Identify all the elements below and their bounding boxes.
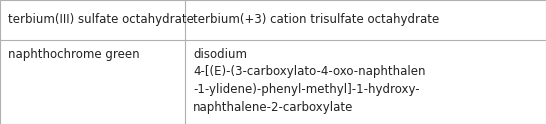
Text: terbium(+3) cation trisulfate octahydrate: terbium(+3) cation trisulfate octahydrat… [193, 14, 439, 27]
Text: terbium(III) sulfate octahydrate: terbium(III) sulfate octahydrate [8, 14, 194, 27]
Text: naphthochrome green: naphthochrome green [8, 48, 140, 61]
Text: disodium
4-[(E)-(3-carboxylato-4-oxo-naphthalen
-1-ylidene)-phenyl-methyl]-1-hyd: disodium 4-[(E)-(3-carboxylato-4-oxo-nap… [193, 48, 425, 113]
